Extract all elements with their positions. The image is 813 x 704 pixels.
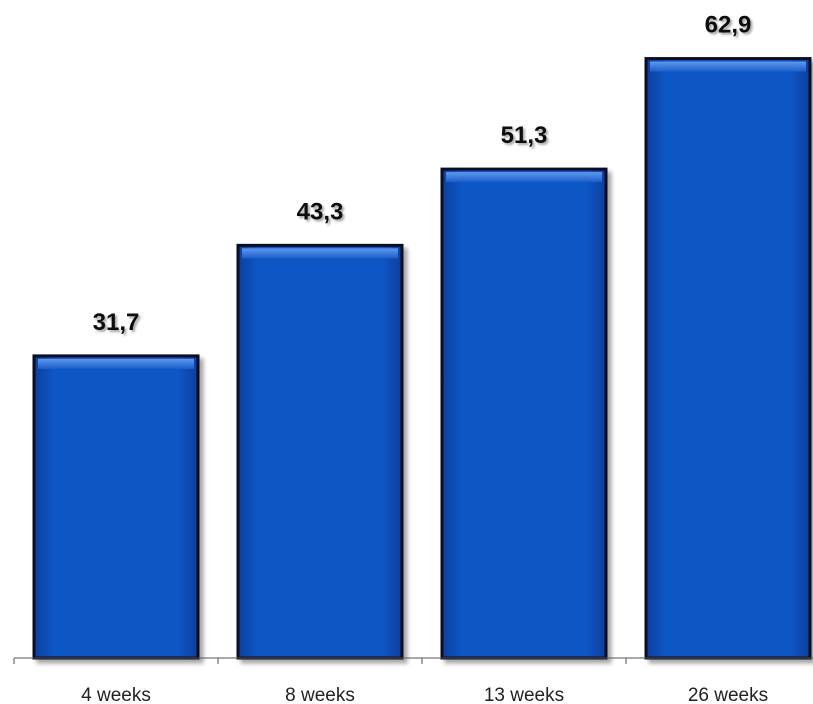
bar-bevel	[446, 172, 602, 183]
bar	[32, 354, 200, 660]
data-labels-layer: 31,7 43,3 51,3 62,9	[93, 12, 752, 336]
data-label: 51,3	[501, 122, 548, 149]
bar-bevel	[38, 358, 194, 369]
bar-26-weeks	[644, 57, 812, 660]
bar	[644, 57, 812, 660]
bar-4-weeks	[32, 354, 200, 660]
x-tick-label: 4 weeks	[81, 685, 151, 704]
x-tick-label: 26 weeks	[688, 685, 768, 704]
bar-bevel	[650, 61, 806, 72]
data-label: 43,3	[297, 198, 344, 225]
x-axis: 4 weeks 8 weeks 13 weeks 26 weeks	[13, 657, 813, 704]
bar-8-weeks	[236, 243, 404, 660]
x-tick-label: 13 weeks	[484, 685, 564, 704]
bar	[236, 243, 404, 660]
bar	[440, 167, 608, 660]
data-label: 31,7	[93, 309, 140, 336]
bar-bevel	[242, 248, 398, 259]
data-label: 62,9	[705, 12, 752, 39]
x-tick-label: 8 weeks	[285, 685, 355, 704]
bar-13-weeks	[440, 167, 608, 660]
bars-layer	[32, 57, 812, 660]
